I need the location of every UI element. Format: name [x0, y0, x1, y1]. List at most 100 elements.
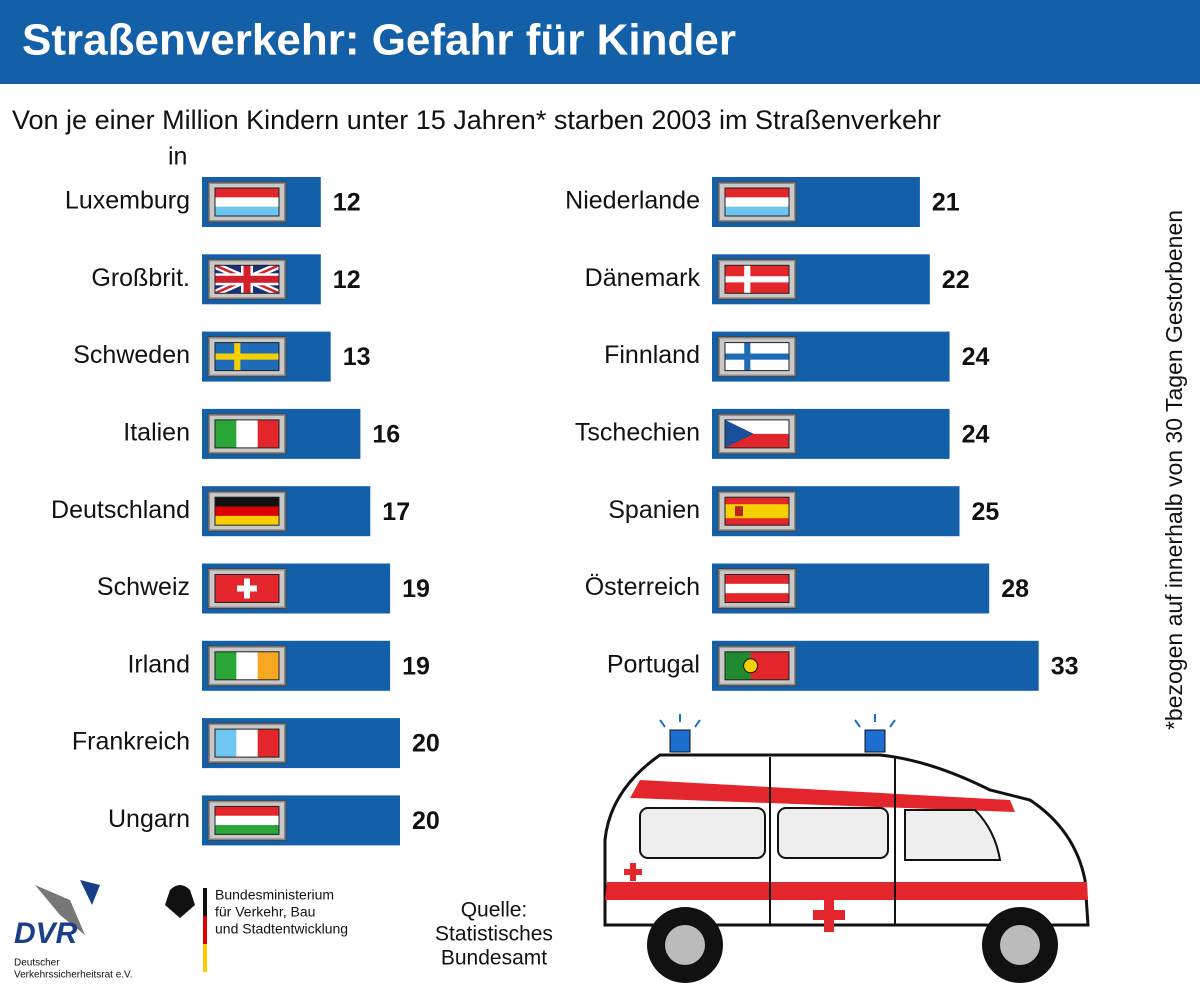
value-label: 22: [942, 266, 970, 294]
category-label: Deutschland: [51, 496, 190, 524]
flag-border: [214, 496, 280, 526]
flag-stripe: [725, 206, 789, 216]
category-label: Spanien: [608, 496, 700, 524]
dvr-text: DVR: [14, 917, 78, 950]
flag-stripe: [215, 197, 279, 208]
dvr-name: Deutscher: [14, 958, 60, 969]
flag-stripe: [236, 419, 259, 448]
value-label: 20: [412, 730, 440, 758]
flag-image: [725, 342, 789, 371]
ministry-name: und Stadtentwicklung: [215, 921, 348, 937]
ambulance: [603, 714, 1090, 983]
flag-border: [214, 728, 280, 758]
flag-cross: [237, 585, 257, 592]
flag: [207, 568, 287, 609]
flag-stripe: [725, 574, 789, 585]
flag-stripe: [215, 506, 279, 517]
category-label: Tschechien: [575, 419, 700, 447]
flag-image: [725, 497, 789, 526]
flag-image: [725, 574, 789, 603]
flag-cross: [725, 276, 789, 283]
source: Statistisches: [435, 923, 553, 946]
flag-emblem: [743, 658, 759, 674]
category-label: Frankreich: [72, 728, 190, 756]
ministry-logo: Bundesministerium für Verkehr, Bau und S…: [165, 885, 348, 972]
flag-border: [724, 187, 790, 217]
flag-emblem: [735, 506, 743, 517]
category-label: Ungarn: [108, 805, 190, 833]
subtitle: Von je einer Million Kindern unter 15 Ja…: [12, 105, 941, 135]
category-label: Großbrit.: [91, 264, 190, 292]
flag-image: [215, 497, 279, 526]
flag-image: [215, 188, 279, 216]
dvr-name: Verkehrssicherheitsrat e.V.: [14, 970, 133, 981]
flag-image: [215, 806, 279, 835]
flag-image: [725, 265, 789, 294]
category-label: Dänemark: [585, 264, 701, 292]
flag-border: [724, 419, 790, 449]
dvr-logo: DVR Deutscher Verkehrssicherheitsrat e.V…: [14, 880, 133, 981]
value-label: 24: [962, 421, 990, 449]
flag-border: [724, 496, 790, 526]
value-label: 17: [382, 498, 410, 526]
flag-cross: [215, 353, 279, 360]
flag-border: [214, 651, 280, 681]
flag: [207, 722, 287, 764]
flag: [717, 336, 797, 378]
footnote: *bezogen auf innerhalb von 30 Tagen Gest…: [1161, 210, 1187, 730]
flag: [717, 413, 797, 455]
flag-image: [725, 419, 789, 448]
value-label: 20: [412, 807, 440, 835]
flag-image: [725, 651, 789, 680]
flag: [207, 799, 287, 841]
flag-stripe: [725, 197, 789, 208]
flag-image: [215, 265, 279, 294]
category-label: Irland: [127, 650, 190, 678]
flag-stripe: [215, 497, 279, 508]
category-label: Italien: [123, 419, 190, 447]
value-label: 24: [962, 343, 990, 371]
ministry-name: für Verkehr, Bau: [215, 904, 315, 920]
flag-stripe: [215, 419, 237, 448]
flag-border: [214, 187, 280, 217]
flag-cross: [725, 353, 789, 360]
source: Quelle:: [461, 899, 528, 922]
flag: [207, 645, 287, 687]
flag: [717, 568, 797, 609]
flag-stripe: [725, 583, 789, 594]
flag-image: [215, 342, 279, 371]
flag: [207, 490, 287, 532]
title: Straßenverkehr: Gefahr für Kinder: [22, 16, 736, 65]
value-label: 25: [972, 498, 1000, 526]
flag-border: [214, 419, 280, 449]
value-label: 33: [1051, 652, 1079, 680]
flag-stripe: [215, 188, 279, 198]
value-label: 19: [402, 652, 430, 680]
flag: [717, 258, 797, 300]
source: Bundesamt: [441, 947, 547, 970]
category-label: Niederlande: [565, 187, 700, 215]
flag-stripe: [236, 729, 259, 758]
flag-border: [724, 574, 790, 603]
flag-border: [724, 651, 790, 681]
flag-stripe: [215, 815, 279, 826]
flag: [207, 336, 287, 378]
value-label: 12: [333, 266, 361, 294]
flag-cross: [215, 275, 279, 283]
flag-stripe: [725, 504, 789, 519]
flag-border: [214, 342, 280, 372]
category-label: Luxemburg: [65, 187, 190, 215]
title-banner: [0, 0, 1200, 84]
value-label: 19: [402, 575, 430, 603]
flag: [717, 181, 797, 223]
value-label: 16: [372, 421, 400, 449]
flag-border: [214, 264, 280, 294]
flag-stripe: [236, 651, 259, 680]
flag-stripe: [215, 651, 237, 680]
value-label: 28: [1001, 575, 1029, 603]
flag-stripe: [215, 515, 279, 526]
flag-stripe: [257, 651, 279, 680]
flag: [717, 645, 797, 687]
flag-image: [215, 419, 279, 448]
